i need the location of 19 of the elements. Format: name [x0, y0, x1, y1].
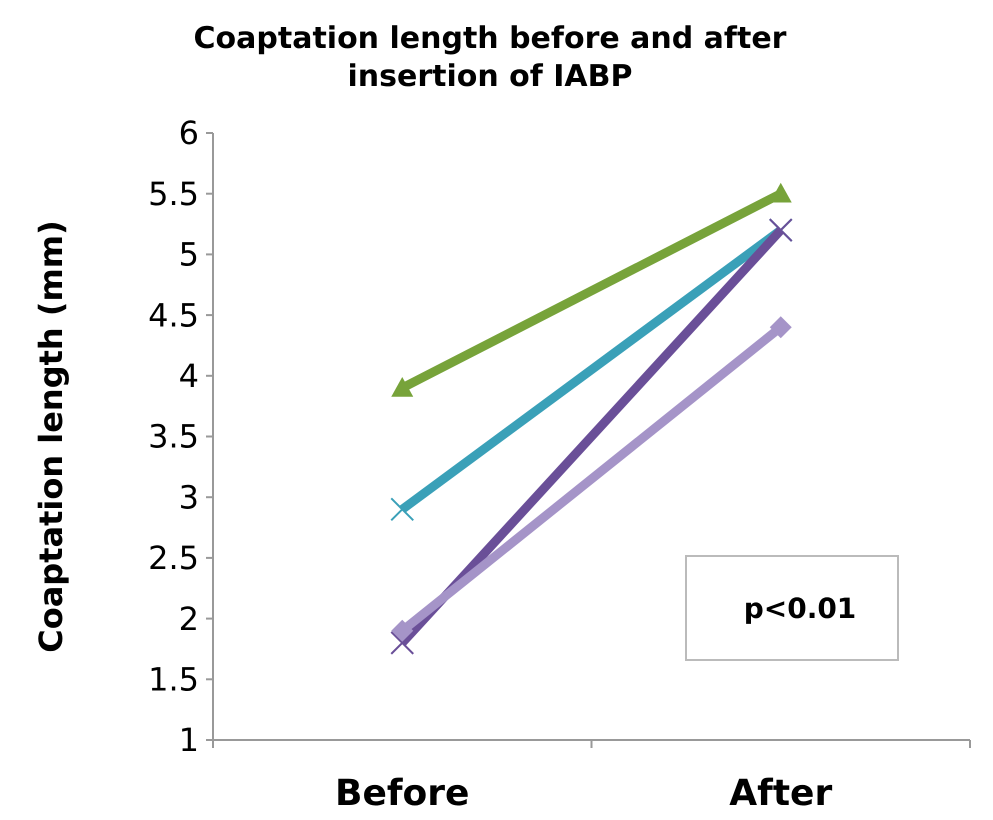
- y-tick-label: 4: [178, 357, 199, 395]
- y-tick-label: 4.5: [148, 296, 199, 334]
- y-tick-label: 3.5: [148, 418, 199, 456]
- y-tick-label: 5.5: [148, 174, 199, 213]
- y-tick-label: 1: [178, 721, 199, 760]
- y-tick-label: 1.5: [148, 660, 199, 698]
- y-tick-label: 3: [178, 478, 199, 516]
- point: [390, 497, 414, 522]
- y-tick-label: 6: [178, 114, 199, 152]
- point: [770, 316, 792, 338]
- annotation: p<0.01: [744, 592, 856, 625]
- chart-title: Coaptation length before and after insertion of IABP: [194, 21, 787, 94]
- y-axis-title: Coaptation length (mm): [32, 220, 70, 653]
- y-tick-label: 2.5: [148, 539, 199, 578]
- y-tick-label: 5: [178, 236, 199, 274]
- x-tick-label: After: [729, 773, 832, 814]
- y-tick-label: 2: [178, 600, 199, 638]
- point: [391, 620, 414, 642]
- x-tick-label: Before: [335, 773, 470, 814]
